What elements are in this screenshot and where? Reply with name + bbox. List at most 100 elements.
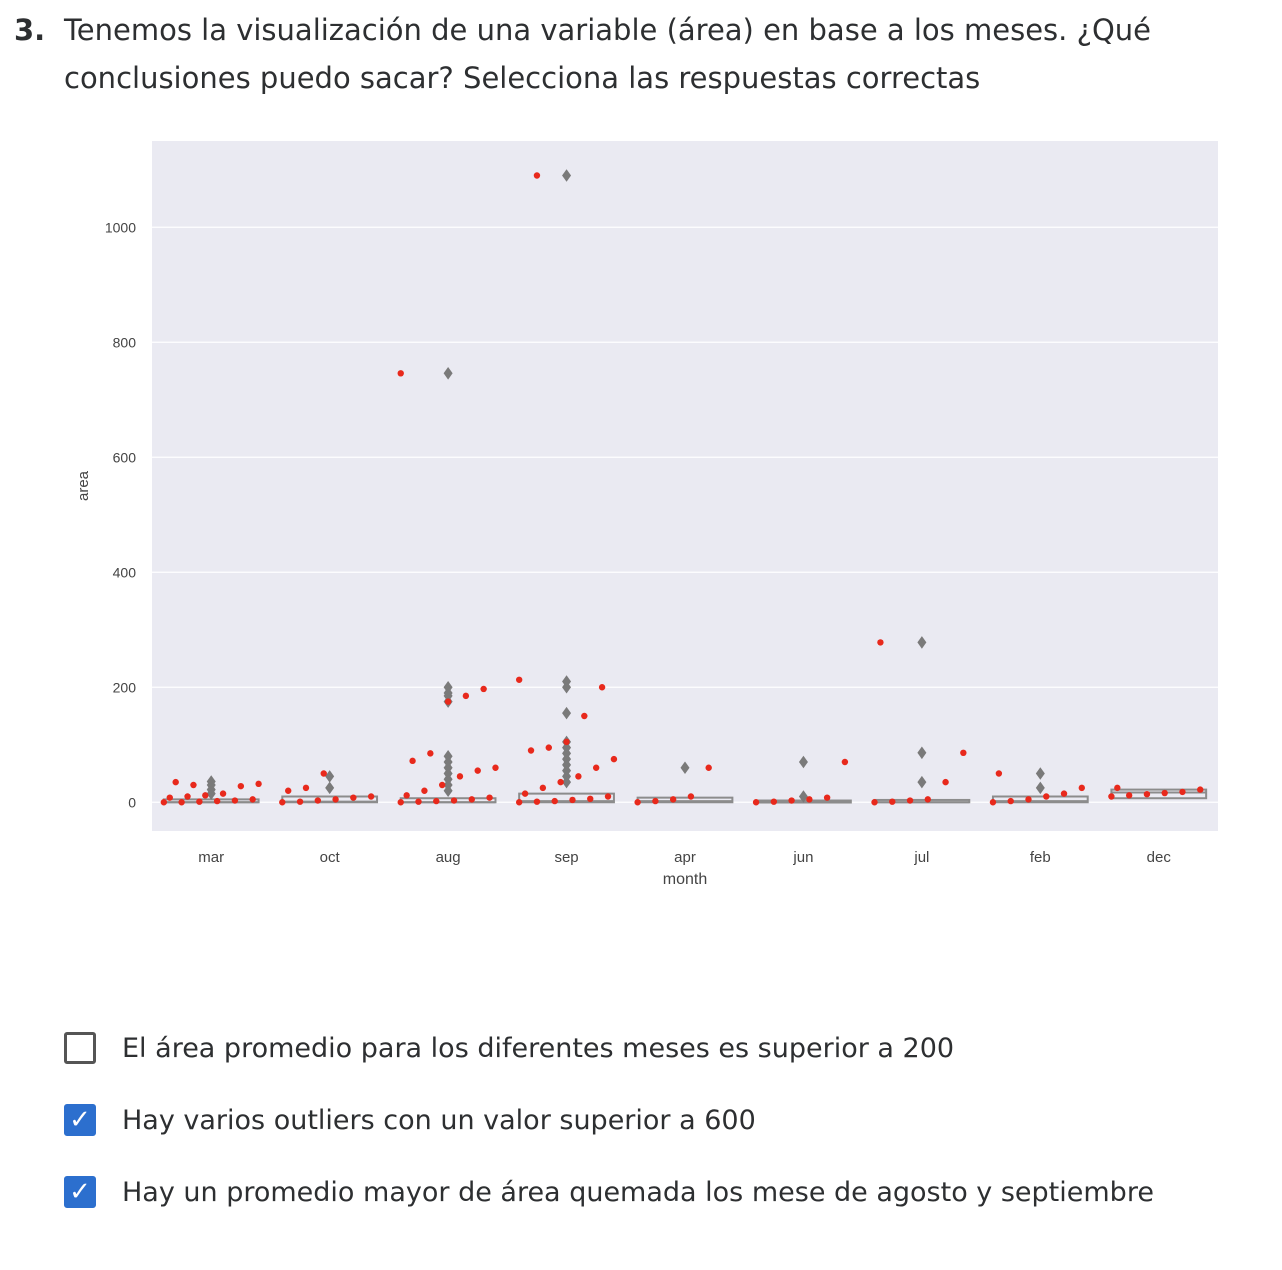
outlier-marker [562, 706, 572, 720]
data-point [1078, 784, 1085, 792]
data-point [539, 784, 547, 792]
x-tick-label: apr [674, 849, 696, 866]
data-point [823, 794, 831, 801]
data-point [397, 370, 404, 377]
data-point [687, 793, 695, 800]
data-point [569, 796, 576, 804]
data-point [924, 796, 932, 803]
data-point [788, 797, 795, 804]
y-tick-label: 600 [113, 449, 137, 465]
data-point [480, 685, 487, 693]
data-point [515, 676, 523, 683]
data-point [474, 767, 481, 774]
data-point [841, 758, 849, 766]
x-tick-label: aug [436, 849, 461, 866]
data-point [249, 796, 256, 803]
data-point [705, 764, 712, 771]
outlier-marker [1035, 781, 1045, 795]
data-point [960, 749, 967, 756]
data-point [551, 797, 558, 805]
option-1-checkbox[interactable] [64, 1032, 96, 1064]
data-point [521, 790, 529, 797]
data-point [332, 796, 339, 803]
data-point [752, 799, 760, 806]
data-point [1043, 793, 1050, 800]
data-point [231, 797, 239, 804]
x-tick-label: jun [792, 849, 813, 866]
option-1[interactable]: El área promedio para los diferentes mes… [64, 1028, 954, 1068]
option-3-checkbox[interactable]: ✓ [64, 1176, 96, 1208]
data-point [302, 784, 310, 792]
data-point [1179, 788, 1186, 796]
data-point [213, 797, 221, 805]
outlier-marker [206, 775, 216, 788]
data-point [1108, 793, 1115, 800]
data-point [533, 172, 541, 179]
x-tick-label: oct [320, 849, 341, 866]
area-by-month-chart: 0 200 400 600 800 1000 mar oct aug sep apr jun jul fe… [75, 141, 1218, 888]
data-point [527, 747, 535, 754]
checkmark-icon: ✓ [69, 1177, 91, 1207]
data-point [190, 781, 197, 789]
data-point [1114, 784, 1121, 792]
data-point [468, 796, 475, 803]
data-point [486, 794, 493, 801]
data-point [592, 764, 600, 771]
data-point [456, 773, 464, 780]
data-point [438, 781, 446, 789]
data-point [450, 797, 458, 804]
data-point [421, 787, 428, 794]
data-point [178, 799, 185, 806]
outlier-marker [562, 169, 572, 182]
y-tick-label: 0 [128, 794, 136, 810]
x-tick-label: dec [1147, 849, 1172, 866]
data-point [166, 794, 173, 801]
box [518, 792, 615, 804]
data-point [557, 778, 564, 786]
data-point [604, 793, 612, 800]
outlier-marker [917, 746, 927, 760]
option-2[interactable]: ✓ Hay varios outliers con un valor super… [64, 1100, 756, 1140]
outlier-marker [917, 775, 927, 789]
data-point [1007, 797, 1014, 805]
data-point [433, 797, 440, 805]
data-point [320, 770, 327, 777]
data-point [296, 798, 304, 805]
data-point [563, 738, 570, 746]
data-point [806, 796, 813, 803]
data-point [877, 639, 884, 646]
data-point [610, 755, 618, 763]
data-point [427, 750, 434, 757]
outlier-marker [1035, 767, 1045, 780]
option-3-label: Hay un promedio mayor de área quemada lo… [122, 1176, 1154, 1208]
x-tick-label: feb [1030, 849, 1051, 866]
checkmark-icon: ✓ [69, 1105, 91, 1135]
data-point [889, 798, 896, 805]
data-point [515, 799, 523, 806]
data-point [545, 744, 552, 751]
outlier-marker [917, 636, 927, 649]
question-text: Tenemos la visualización de una variable… [64, 13, 1152, 95]
data-point [202, 792, 209, 799]
option-3[interactable]: ✓ Hay un promedio mayor de área quemada … [64, 1172, 1154, 1212]
data-point [634, 799, 641, 806]
data-point [995, 770, 1003, 777]
data-point [172, 778, 179, 786]
data-point [575, 773, 582, 780]
outlier-marker [798, 755, 808, 769]
data-point [533, 798, 541, 805]
data-point [581, 712, 588, 720]
data-point [314, 797, 322, 804]
data-point [279, 799, 286, 806]
data-point [350, 794, 357, 801]
data-point [871, 799, 878, 806]
y-tick-label: 1000 [105, 219, 136, 235]
data-point [1143, 791, 1151, 798]
option-1-label: El área promedio para los diferentes mes… [122, 1032, 955, 1064]
data-point [492, 764, 499, 771]
y-tick-label: 400 [113, 564, 137, 580]
option-2-checkbox[interactable]: ✓ [64, 1104, 96, 1136]
data-point [652, 797, 659, 805]
outlier-marker [325, 781, 335, 795]
y-tick-label: 800 [113, 334, 137, 350]
